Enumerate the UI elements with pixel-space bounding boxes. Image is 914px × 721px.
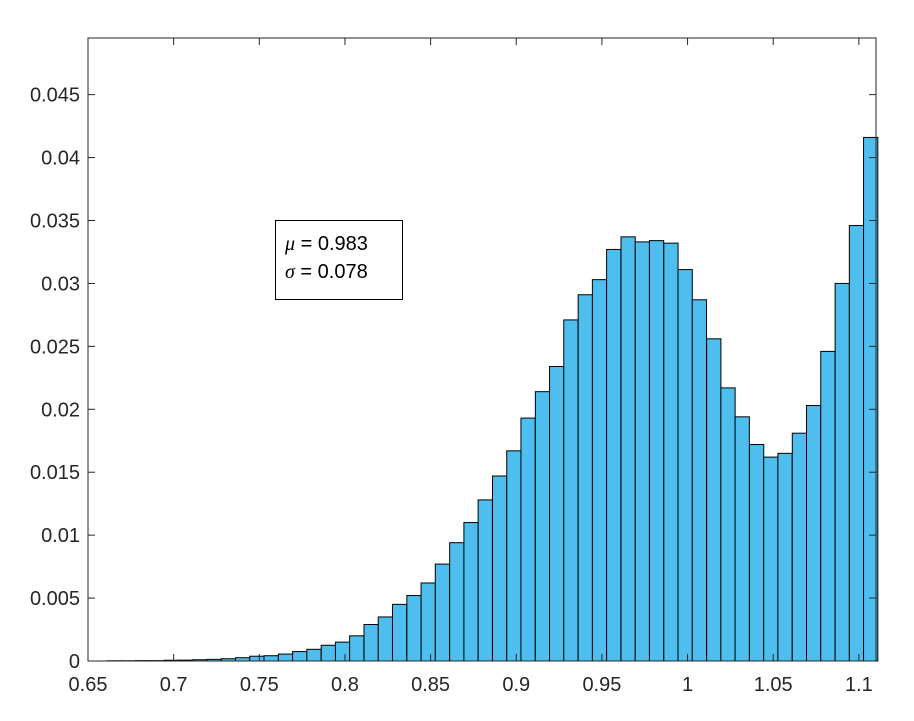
statistics-legend: μ = 0.983 σ = 0.078 xyxy=(275,220,403,300)
histogram-bar xyxy=(477,499,493,662)
sigma-symbol: σ xyxy=(285,261,295,283)
y-tick-label: 0.045 xyxy=(30,85,80,107)
histogram-bar xyxy=(563,319,579,662)
histogram-bars xyxy=(106,136,879,662)
y-tick-label: 0.04 xyxy=(41,148,80,170)
y-tick-label: 0.01 xyxy=(41,525,80,547)
y-tick-label: 0.035 xyxy=(30,210,80,232)
histogram-bar xyxy=(449,542,465,662)
histogram-bar xyxy=(677,269,693,662)
x-tick-label: 0.9 xyxy=(502,674,530,696)
histogram-bar xyxy=(848,225,865,662)
axes-frame xyxy=(87,37,877,662)
x-tick-label: 0.7 xyxy=(160,674,188,696)
histogram-bar xyxy=(320,644,336,662)
plot-box xyxy=(87,37,877,662)
y-tick-label: 0.03 xyxy=(41,273,80,295)
histogram-bar xyxy=(806,405,822,662)
histogram-bar xyxy=(748,444,765,662)
histogram-bar xyxy=(734,416,750,662)
histogram-bar xyxy=(334,641,351,662)
histogram-bar xyxy=(506,450,522,662)
x-tick-label: 0.75 xyxy=(240,674,279,696)
x-tick-label: 0.65 xyxy=(69,674,108,696)
x-tick-labels: 0.65 0.7 0.75 0.8 0.85 0.9 0.95 1 1.05 1.1 xyxy=(69,674,873,696)
x-tick-label: 1.1 xyxy=(845,674,873,696)
y-tick-label: 0.005 xyxy=(30,588,80,610)
histogram-bar xyxy=(249,655,265,662)
histogram-bar xyxy=(520,417,536,662)
histogram-bar xyxy=(363,624,379,662)
histogram-bar xyxy=(591,279,608,662)
x-tick-label: 0.95 xyxy=(582,674,621,696)
histogram-bar xyxy=(434,563,451,662)
histogram-bar xyxy=(763,456,779,662)
mu-symbol: μ xyxy=(285,233,296,255)
histogram-bar xyxy=(820,350,836,662)
histogram-bar xyxy=(534,391,551,662)
y-tick-label: 0.015 xyxy=(30,462,80,484)
y-tick-label: 0.02 xyxy=(41,399,80,421)
histogram-bar xyxy=(391,603,408,662)
histogram-bar xyxy=(492,475,508,662)
histogram-bar xyxy=(834,282,850,662)
x-tick-label: 0.85 xyxy=(411,674,450,696)
histogram-bar xyxy=(777,452,793,662)
histogram-bar xyxy=(292,651,308,662)
histogram-bar xyxy=(720,387,736,662)
std-value: = 0.078 xyxy=(294,261,368,283)
histogram-bar xyxy=(377,616,394,662)
mean-value: = 0.983 xyxy=(295,233,368,255)
histogram-bar xyxy=(663,242,679,662)
histogram-bar xyxy=(263,655,279,662)
histogram-bar xyxy=(606,248,622,662)
histogram-bar xyxy=(406,595,422,662)
std-label: σ = 0.078 xyxy=(285,258,402,286)
y-tick-label: 0 xyxy=(69,651,80,673)
histogram-bar xyxy=(620,236,636,662)
mean-label: μ = 0.983 xyxy=(285,230,402,258)
histogram-bar xyxy=(463,522,479,662)
x-tick-label: 0.8 xyxy=(331,674,359,696)
histogram-bar xyxy=(577,294,593,662)
y-tick-labels: 0 0.005 0.01 0.015 0.02 0.025 0.03 0.035 0.04 0.0… xyxy=(30,85,80,673)
x-tick-label: 1.05 xyxy=(754,674,793,696)
y-tick-label: 0.025 xyxy=(30,336,80,358)
histogram-bar xyxy=(691,299,708,662)
histogram-bar xyxy=(634,241,650,662)
histogram-bar xyxy=(648,240,665,662)
histogram-bar xyxy=(349,635,365,662)
histogram-bar xyxy=(420,582,436,662)
histogram-bar xyxy=(306,648,322,662)
x-tick-label: 1 xyxy=(682,674,693,696)
histogram-bar xyxy=(277,653,294,662)
histogram-bar xyxy=(791,432,808,662)
histogram-bar xyxy=(706,338,722,662)
histogram-bar xyxy=(549,365,565,662)
